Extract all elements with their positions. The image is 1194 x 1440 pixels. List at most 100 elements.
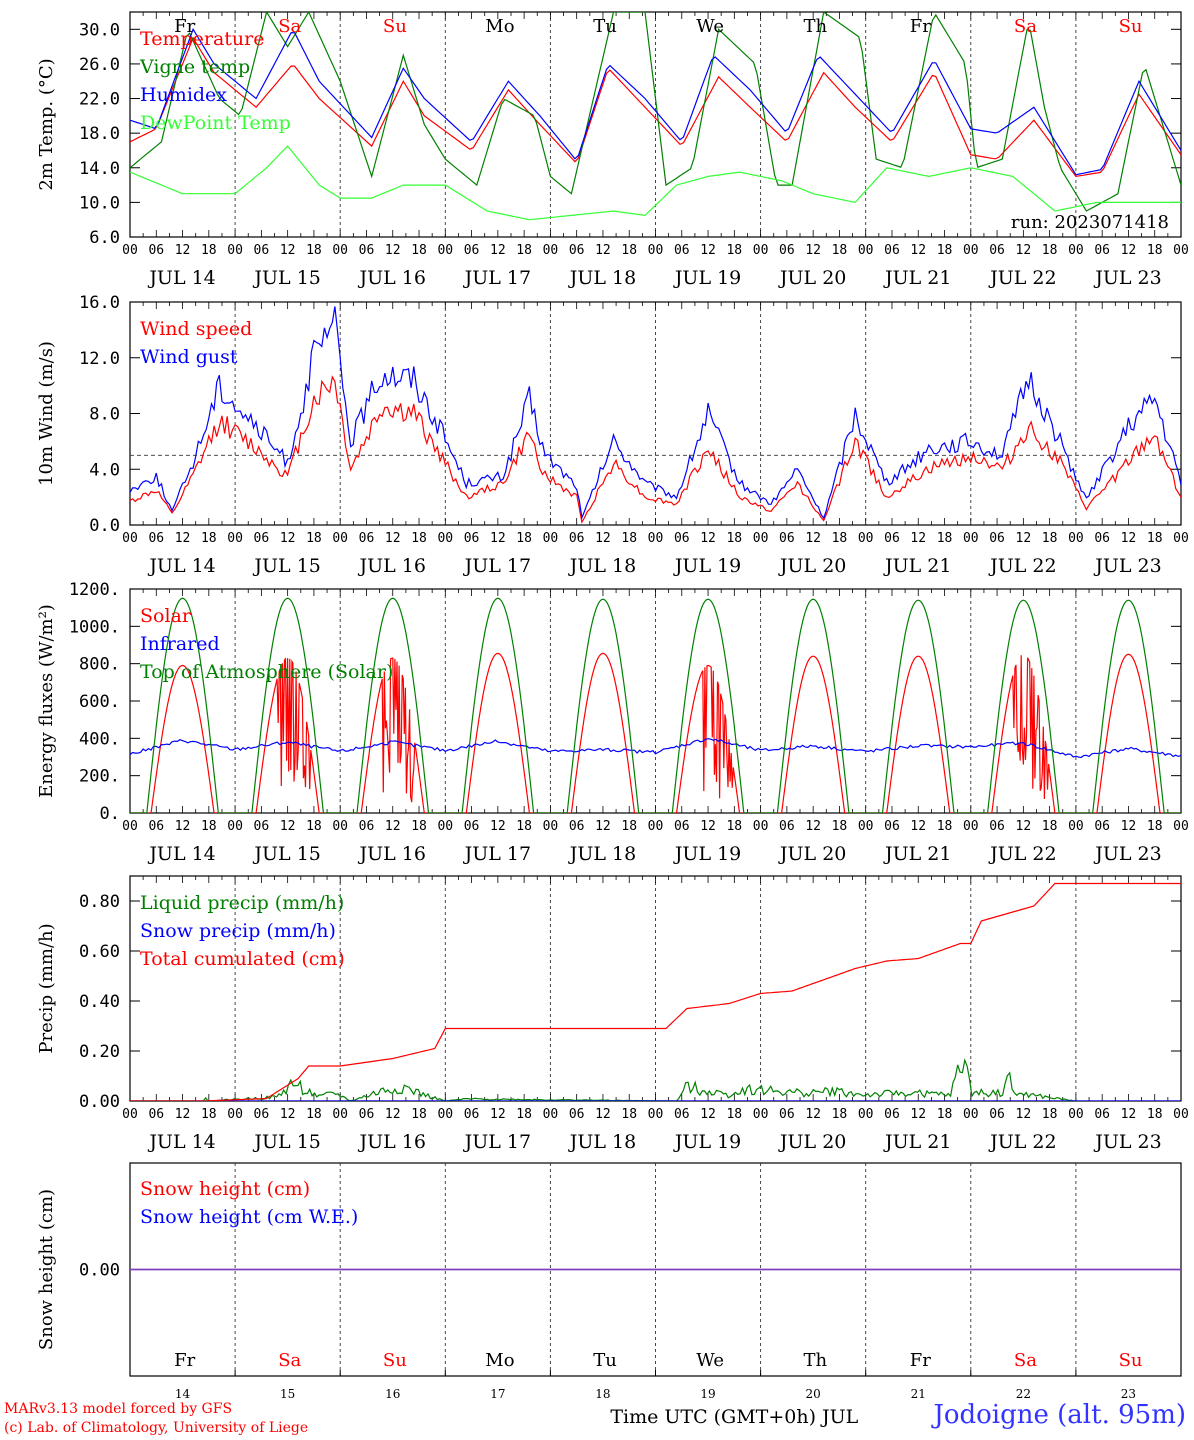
- day-number-label: 18: [595, 1387, 610, 1401]
- hour-tick-label: 00: [1173, 819, 1189, 834]
- series-line-infrared: [130, 738, 1181, 759]
- y-tick-label: 800.: [79, 655, 120, 675]
- hour-tick-label: 00: [437, 1107, 453, 1122]
- hour-tick-label: 00: [648, 1107, 664, 1122]
- hour-tick-label: 12: [910, 1107, 926, 1122]
- hour-tick-label: 18: [621, 819, 637, 834]
- hour-tick-label: 12: [595, 819, 611, 834]
- hour-tick-label: 06: [989, 1107, 1005, 1122]
- legend-entry: Temperature: [140, 28, 264, 50]
- series-line-total-cumulated-cm-: [130, 882, 1181, 1101]
- hour-tick-label: 12: [280, 819, 296, 834]
- hour-tick-label: 12: [175, 243, 191, 258]
- hour-tick-label: 12: [280, 531, 296, 546]
- y-tick-label: 16.0: [79, 293, 120, 313]
- hour-tick-label: 06: [989, 531, 1005, 546]
- date-label: JUL 19: [673, 555, 741, 577]
- date-label: JUL 15: [252, 1131, 320, 1153]
- day-number-label: 22: [1016, 1387, 1031, 1401]
- date-label: JUL 14: [147, 267, 215, 289]
- panel-5: 0.00 Snow height (cm) Snow height (cm) Snow…: [36, 1162, 1182, 1428]
- hour-tick-label: 00: [122, 1107, 138, 1122]
- hour-tick-label: 12: [1121, 1107, 1137, 1122]
- hour-tick-label: 00: [122, 531, 138, 546]
- hour-tick-label: 00: [332, 531, 348, 546]
- hour-tick-label: 18: [937, 819, 953, 834]
- hour-tick-label: 12: [700, 819, 716, 834]
- hour-tick-label: 06: [674, 243, 690, 258]
- series-group: [130, 882, 1181, 1101]
- run-annotation: run: 2023071418: [1011, 212, 1169, 233]
- weekday-label: Th: [803, 1350, 827, 1371]
- date-label: JUL 21: [883, 1131, 951, 1153]
- legend-entry: Vigne temp: [139, 56, 250, 78]
- hour-tick-label: 00: [332, 243, 348, 258]
- hour-tick-label: 18: [306, 243, 322, 258]
- weekday-label: Su: [383, 1350, 407, 1371]
- weekday-label: Su: [1119, 16, 1143, 37]
- hour-tick-label: 18: [726, 1107, 742, 1122]
- date-label: JUL 17: [463, 1131, 531, 1153]
- legend-entry: Snow height (cm W.E.): [140, 1206, 358, 1228]
- date-label: JUL 22: [988, 555, 1056, 577]
- y-tick-label: 4.0: [89, 460, 120, 480]
- weekday-label: Mo: [485, 1350, 514, 1371]
- hour-tick-label: 00: [332, 819, 348, 834]
- y-tick-label: 0.: [100, 804, 120, 824]
- date-label: JUL 14: [147, 1131, 215, 1153]
- y-tick-label: 8.0: [89, 405, 120, 425]
- hour-tick-label: 06: [884, 819, 900, 834]
- hour-tick-label: 18: [937, 531, 953, 546]
- date-label: JUL 15: [252, 555, 320, 577]
- date-label: JUL 18: [568, 843, 636, 865]
- hour-tick-label: 12: [1016, 1107, 1032, 1122]
- weekday-label: Fr: [910, 16, 931, 37]
- hour-tick-label: 12: [385, 243, 401, 258]
- legend-entry: Wind gust: [140, 346, 238, 368]
- hour-tick-label: 12: [700, 531, 716, 546]
- hour-tick-label: 00: [753, 243, 769, 258]
- date-label: JUL 16: [358, 843, 426, 865]
- hour-tick-label: 00: [437, 243, 453, 258]
- hour-tick-label: 00: [963, 819, 979, 834]
- hour-tick-label: 06: [1094, 819, 1110, 834]
- legend-entry: Snow height (cm): [140, 1178, 310, 1200]
- hour-tick-label: 18: [1042, 243, 1058, 258]
- hour-tick-label: 06: [464, 243, 480, 258]
- hour-tick-label: 12: [1121, 243, 1137, 258]
- legend-entry: Liquid precip (mm/h): [140, 892, 344, 914]
- date-label: JUL 17: [463, 843, 531, 865]
- y-tick-label: 1000.: [69, 617, 120, 637]
- hour-tick-label: 18: [621, 531, 637, 546]
- hour-tick-label: 06: [148, 819, 164, 834]
- hour-tick-label: 06: [884, 531, 900, 546]
- y-tick-label: 0.20: [79, 1042, 120, 1062]
- hour-tick-label: 00: [543, 531, 559, 546]
- hour-tick-label: 00: [1173, 531, 1189, 546]
- legend-entry: Solar: [140, 605, 192, 627]
- date-label: JUL 18: [568, 555, 636, 577]
- series-line-solar: [130, 652, 1181, 813]
- hour-tick-label: 06: [779, 1107, 795, 1122]
- hour-tick-label: 12: [280, 1107, 296, 1122]
- y-axis-label: 10m Wind (m/s): [36, 341, 57, 486]
- hour-tick-label: 06: [148, 1107, 164, 1122]
- hour-tick-label: 18: [411, 1107, 427, 1122]
- date-label: JUL 22: [988, 1131, 1056, 1153]
- y-tick-label: 200.: [79, 767, 120, 787]
- y-tick-label: 18.0: [79, 124, 120, 144]
- date-label: JUL 22: [988, 843, 1056, 865]
- date-label: JUL 20: [778, 1131, 846, 1153]
- hour-tick-label: 18: [726, 243, 742, 258]
- hour-tick-label: 06: [254, 1107, 270, 1122]
- hour-tick-label: 00: [227, 243, 243, 258]
- hour-tick-label: 06: [989, 243, 1005, 258]
- hour-tick-label: 12: [700, 243, 716, 258]
- weekday-label: We: [696, 16, 724, 37]
- series-line-humidex: [130, 27, 1181, 176]
- y-tick-label: 0.80: [79, 892, 120, 912]
- hour-tick-label: 18: [1042, 1107, 1058, 1122]
- weekday-label: Su: [383, 16, 407, 37]
- date-label: JUL 23: [1093, 267, 1161, 289]
